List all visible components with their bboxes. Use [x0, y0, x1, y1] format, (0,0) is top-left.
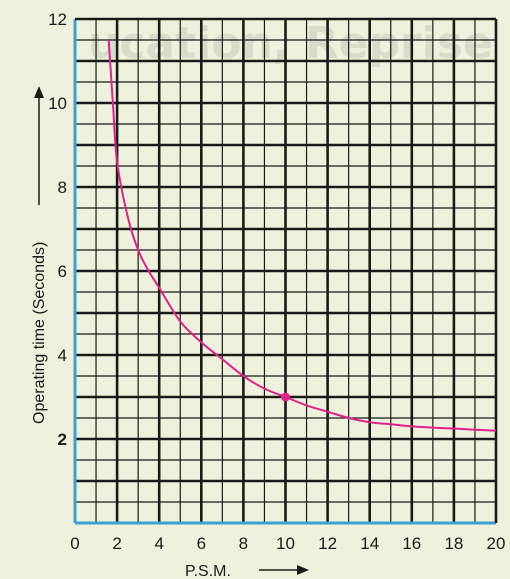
grid-lines	[75, 19, 496, 523]
x-tick-label: 10	[276, 534, 295, 553]
y-tick-label: 8	[58, 178, 67, 197]
x-tick-label: 18	[444, 534, 463, 553]
x-tick-label: 20	[487, 534, 506, 553]
y-tick-label: 2	[58, 430, 67, 449]
curve-line	[107, 39, 497, 432]
x-tick-label: 4	[154, 534, 163, 553]
x-tick-label: 8	[239, 534, 248, 553]
x-tick-label: 16	[402, 534, 421, 553]
y-axis-arrow	[34, 86, 44, 205]
x-tick-label: 2	[112, 534, 121, 553]
y-tick-label: 4	[58, 346, 67, 365]
y-tick-label: 12	[48, 10, 67, 29]
y-axis-label: Operating time (Seconds)	[31, 242, 48, 424]
axes	[73, 17, 498, 525]
x-tick-label: 6	[197, 534, 206, 553]
x-tick-label: 14	[360, 534, 379, 553]
tick-labels: 0 2 4 6 8 10 12 14 16 18 20 2 4 6 8 10 12	[48, 10, 505, 553]
x-axis-arrow	[259, 565, 309, 575]
x-axis-label: P.S.M.	[185, 563, 231, 579]
highlight-point	[281, 392, 290, 402]
y-tick-label: 10	[48, 94, 67, 113]
series-layer	[107, 39, 497, 432]
x-tick-label: 0	[70, 534, 79, 553]
y-tick-label: 6	[58, 262, 67, 281]
x-tick-label: 12	[318, 534, 337, 553]
